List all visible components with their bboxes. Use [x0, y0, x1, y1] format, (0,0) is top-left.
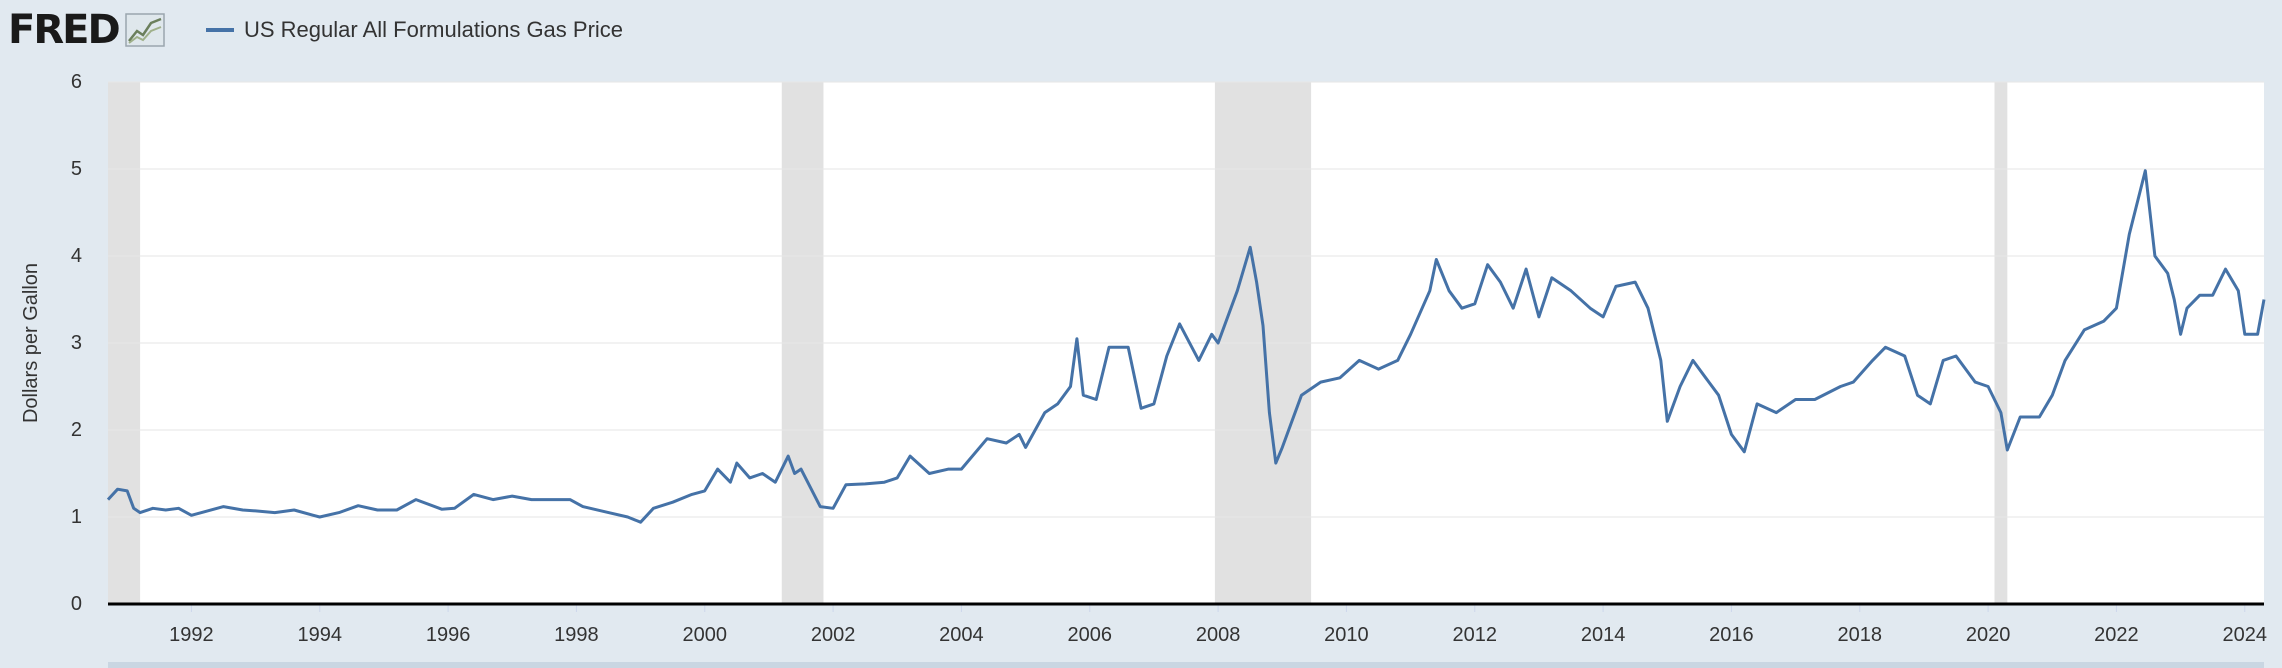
chart-line-icon [124, 13, 165, 47]
y-gridlines [108, 81, 2264, 518]
x-tick-label-2016: 2016 [1709, 624, 1754, 646]
fred-logo[interactable]: FRED [8, 8, 165, 52]
x-tick-label-2018: 2018 [1838, 624, 1883, 646]
y-tick-label-0: 0 [71, 593, 82, 615]
x-tick-label-2022: 2022 [2094, 624, 2139, 646]
y-axis-title: Dollars per Gallon [20, 263, 42, 423]
fred-logo-text: FRED [8, 7, 121, 53]
series-line-0[interactable] [106, 169, 2266, 524]
y-tick-label-6: 6 [71, 71, 82, 93]
x-tick-label-2000: 2000 [683, 624, 728, 646]
navigator-strip[interactable] [108, 662, 2264, 668]
y-tick-label-2: 2 [71, 419, 82, 441]
x-tick-label-2010: 2010 [1324, 624, 1369, 646]
x-tick-label-2006: 2006 [1068, 624, 1113, 646]
x-tick-label-1996: 1996 [426, 624, 471, 646]
x-tick-label-2014: 2014 [1581, 624, 1626, 646]
x-tick-label-2012: 2012 [1453, 624, 1498, 646]
y-tick-label-4: 4 [71, 245, 82, 267]
y-axis-ticks: 0 1 2 3 4 5 6 [71, 71, 82, 615]
x-tick-label-1994: 1994 [298, 624, 343, 646]
x-tick-label-1992: 1992 [169, 624, 214, 646]
legend-swatch [206, 28, 234, 32]
legend-label: US Regular All Formulations Gas Price [244, 17, 624, 42]
x-tick-label-1998: 1998 [554, 624, 599, 646]
x-tick-label-2002: 2002 [811, 624, 856, 646]
y-tick-label-3: 3 [71, 332, 82, 354]
series-layer [106, 169, 2266, 524]
y-tick-label-1: 1 [71, 506, 82, 528]
x-axis-ticks: 1992 1994 1996 1998 2000 2002 2004 2006 2008 2010… [169, 604, 2267, 646]
chart-header: FRED US Regular All Formulations Gas Pri… [0, 0, 2282, 60]
x-tick-label-2020: 2020 [1966, 624, 2011, 646]
chart-legend[interactable]: US Regular All Formulations Gas Price [206, 14, 623, 46]
x-tick-label-2004: 2004 [939, 624, 984, 646]
x-tick-label-2024: 2024 [2223, 624, 2268, 646]
x-tick-label-2008: 2008 [1196, 624, 1241, 646]
y-tick-label-5: 5 [71, 158, 82, 180]
